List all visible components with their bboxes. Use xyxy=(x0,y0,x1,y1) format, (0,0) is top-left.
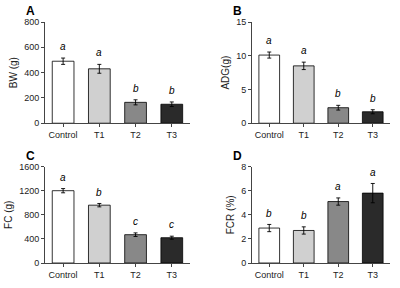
svg-text:0: 0 xyxy=(241,118,246,128)
svg-text:ADG(g): ADG(g) xyxy=(220,56,231,90)
svg-text:a: a xyxy=(60,172,66,183)
svg-text:800: 800 xyxy=(24,17,39,27)
svg-text:2: 2 xyxy=(241,234,246,244)
svg-text:5: 5 xyxy=(241,85,246,95)
svg-text:b: b xyxy=(370,93,376,104)
svg-text:0: 0 xyxy=(34,118,39,128)
svg-text:Control: Control xyxy=(255,270,284,280)
svg-text:C: C xyxy=(26,149,35,163)
svg-text:b: b xyxy=(266,208,272,219)
svg-text:4: 4 xyxy=(241,210,246,220)
svg-text:1600: 1600 xyxy=(19,162,39,172)
svg-text:1200: 1200 xyxy=(19,186,39,196)
svg-text:600: 600 xyxy=(24,42,39,52)
svg-text:400: 400 xyxy=(24,68,39,78)
svg-text:15: 15 xyxy=(236,17,246,27)
svg-text:T1: T1 xyxy=(298,130,309,140)
svg-text:T3: T3 xyxy=(367,270,378,280)
svg-text:400: 400 xyxy=(24,234,39,244)
svg-text:c: c xyxy=(169,219,174,230)
svg-text:10: 10 xyxy=(236,51,246,61)
svg-text:A: A xyxy=(26,4,35,18)
svg-text:a: a xyxy=(60,41,66,52)
svg-text:b: b xyxy=(335,88,341,99)
svg-text:b: b xyxy=(169,85,175,96)
svg-text:Control: Control xyxy=(49,270,78,280)
svg-text:a: a xyxy=(301,45,307,56)
svg-text:T2: T2 xyxy=(130,130,141,140)
svg-text:FCR (%): FCR (%) xyxy=(225,195,236,234)
svg-text:c: c xyxy=(133,216,138,227)
svg-text:T2: T2 xyxy=(333,270,344,280)
svg-text:200: 200 xyxy=(24,93,39,103)
svg-text:T1: T1 xyxy=(94,270,105,280)
svg-text:6: 6 xyxy=(241,186,246,196)
svg-text:a: a xyxy=(335,181,341,192)
svg-text:b: b xyxy=(301,210,307,221)
svg-text:a: a xyxy=(370,167,376,178)
svg-text:a: a xyxy=(266,35,272,46)
svg-text:0: 0 xyxy=(241,258,246,268)
svg-text:D: D xyxy=(233,149,242,163)
svg-text:T3: T3 xyxy=(167,130,178,140)
svg-text:T3: T3 xyxy=(167,270,178,280)
svg-text:T3: T3 xyxy=(367,130,378,140)
svg-text:FC (g): FC (g) xyxy=(3,201,14,229)
svg-text:T1: T1 xyxy=(298,270,309,280)
svg-text:Control: Control xyxy=(49,130,78,140)
svg-text:b: b xyxy=(133,83,139,94)
svg-text:a: a xyxy=(96,47,102,58)
svg-text:8: 8 xyxy=(241,162,246,172)
svg-text:T2: T2 xyxy=(130,270,141,280)
svg-text:800: 800 xyxy=(24,210,39,220)
svg-text:b: b xyxy=(96,187,102,198)
svg-text:Control: Control xyxy=(255,130,284,140)
svg-text:B: B xyxy=(233,4,242,18)
svg-text:T2: T2 xyxy=(333,130,344,140)
svg-text:T1: T1 xyxy=(94,130,105,140)
svg-text:0: 0 xyxy=(34,258,39,268)
svg-text:BW (g): BW (g) xyxy=(8,57,19,88)
